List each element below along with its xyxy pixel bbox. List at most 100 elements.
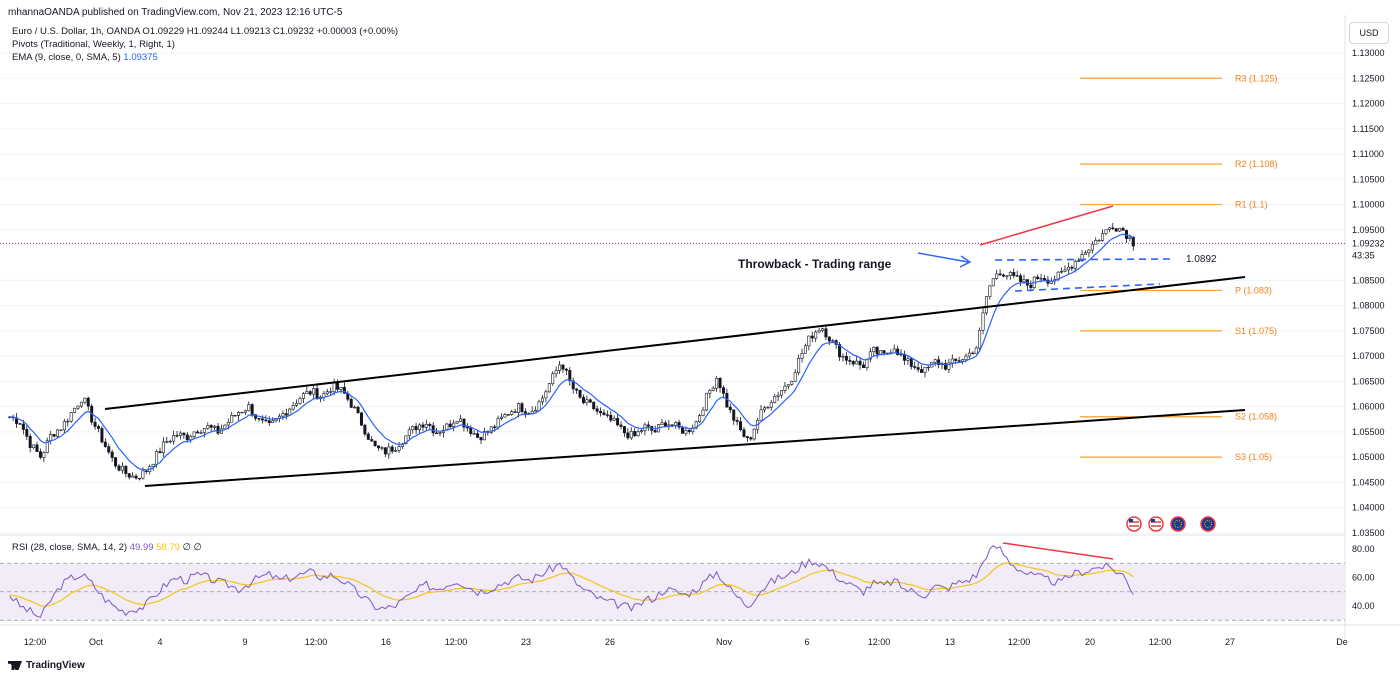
candle-body [602,412,606,416]
candles [8,222,1135,481]
candle-body [158,451,162,454]
candle-body [493,426,497,428]
price-tick-label: 1.10500 [1352,174,1385,184]
candle-body [1131,236,1135,247]
candle-body [640,430,644,432]
candle-body [18,423,22,425]
candle-body [21,423,25,430]
candle-body [25,429,29,437]
candle-body [247,404,251,412]
pivots-legend[interactable]: Pivots (Traditional, Weekly, 1, Right, 1… [12,39,175,50]
candle-body [182,432,186,436]
candle-body [250,404,254,415]
candle-body [438,432,442,434]
candle-body [1083,252,1087,255]
candle-body [56,429,60,437]
candle-body [110,451,114,458]
candle-body [868,351,872,360]
candle-body [715,378,719,389]
candle-body [131,475,135,478]
candle-body [52,434,56,437]
candle-body [660,422,664,425]
candle-body [995,273,999,279]
rsi-tick-label: 80.00 [1352,544,1375,554]
candle-body [1043,277,1046,281]
candle-body [1063,269,1067,272]
candle-body [141,470,145,479]
flag-canton [1129,519,1133,522]
candle-body [93,421,97,427]
candle-body [356,406,360,414]
candle-body [1121,228,1125,231]
candle-body [353,406,357,409]
candle-body [841,355,845,358]
candle-body [243,410,247,413]
price-tick-label: 1.08500 [1352,275,1385,285]
symbol-legend[interactable]: Euro / U.S. Dollar, 1h, OANDA O1.09229 H… [12,26,399,37]
candle-body [1036,276,1040,279]
candle-body [206,425,210,429]
candle-body [260,418,264,421]
candle-body [332,382,336,392]
price-tick-label: 1.04500 [1352,477,1385,487]
time-tick-label: Nov [716,637,733,647]
candle-body [325,391,329,395]
candle-body [687,429,691,432]
candle-body [704,392,708,411]
time-tick-label: 12:00 [1008,637,1031,647]
candle-body [1066,266,1070,271]
candle-body [380,447,384,449]
price-tick-label: 1.11000 [1352,149,1384,159]
rsi-line [9,545,1134,618]
candle-body [882,350,886,354]
candle-body [592,401,596,410]
candle-body [544,391,548,399]
price-tick-label: 1.07500 [1352,326,1385,336]
candle-body [913,366,917,368]
candle-body [510,411,514,415]
candle-body [827,336,831,342]
candle-body [1008,272,1012,276]
candle-body [1101,233,1105,241]
candle-body [506,414,510,416]
candle-body [455,421,459,424]
candle-body [875,346,879,355]
pivot-label: S2 (1.058) [1235,412,1277,422]
ema-label: EMA (9, close, 0, SMA, 5) [12,52,121,63]
candle-body [199,432,203,434]
price-tick-label: 1.04000 [1352,503,1385,513]
candle-body [137,477,141,480]
range-bottom-dashed [1014,283,1161,292]
rsi-legend[interactable]: RSI (28, close, SMA, 14, 2) 49.99 58.79 … [12,542,202,553]
tradingview-logo[interactable]: TradingView [8,660,85,671]
candle-body [86,397,90,407]
candle-body [749,437,753,440]
candle-body [981,312,985,331]
price-tick-label: 1.09500 [1352,225,1385,235]
throwback-arrow [917,252,969,263]
candle-body [752,428,756,440]
candle-body [568,370,572,382]
ema-legend[interactable]: EMA (9, close, 0, SMA, 5) 1.09375 [12,52,158,63]
currency-button[interactable]: USD [1349,22,1389,44]
candle-body [732,409,736,421]
candle-body [534,410,538,412]
candle-body [476,433,480,438]
candle-body [496,418,500,428]
time-tick-label: 26 [605,637,615,647]
candle-body [858,360,862,366]
candle-body [537,401,541,411]
rsi-divergence-line [1002,542,1114,560]
candle-body [339,386,343,390]
candle-body [950,358,954,364]
candle-body [435,432,439,434]
candle-body [844,355,848,361]
candle-body [373,440,377,447]
candle-body [462,418,466,428]
candle-body [38,451,42,458]
channel-upper-line [104,276,1246,410]
candle-body [633,431,637,437]
rsi-tick-label: 40.00 [1352,601,1375,611]
time-axis: 12:00 Oct 4 9 12:00 16 12:00 23 26 Nov 6 12:00 13 12:… [24,637,1348,647]
